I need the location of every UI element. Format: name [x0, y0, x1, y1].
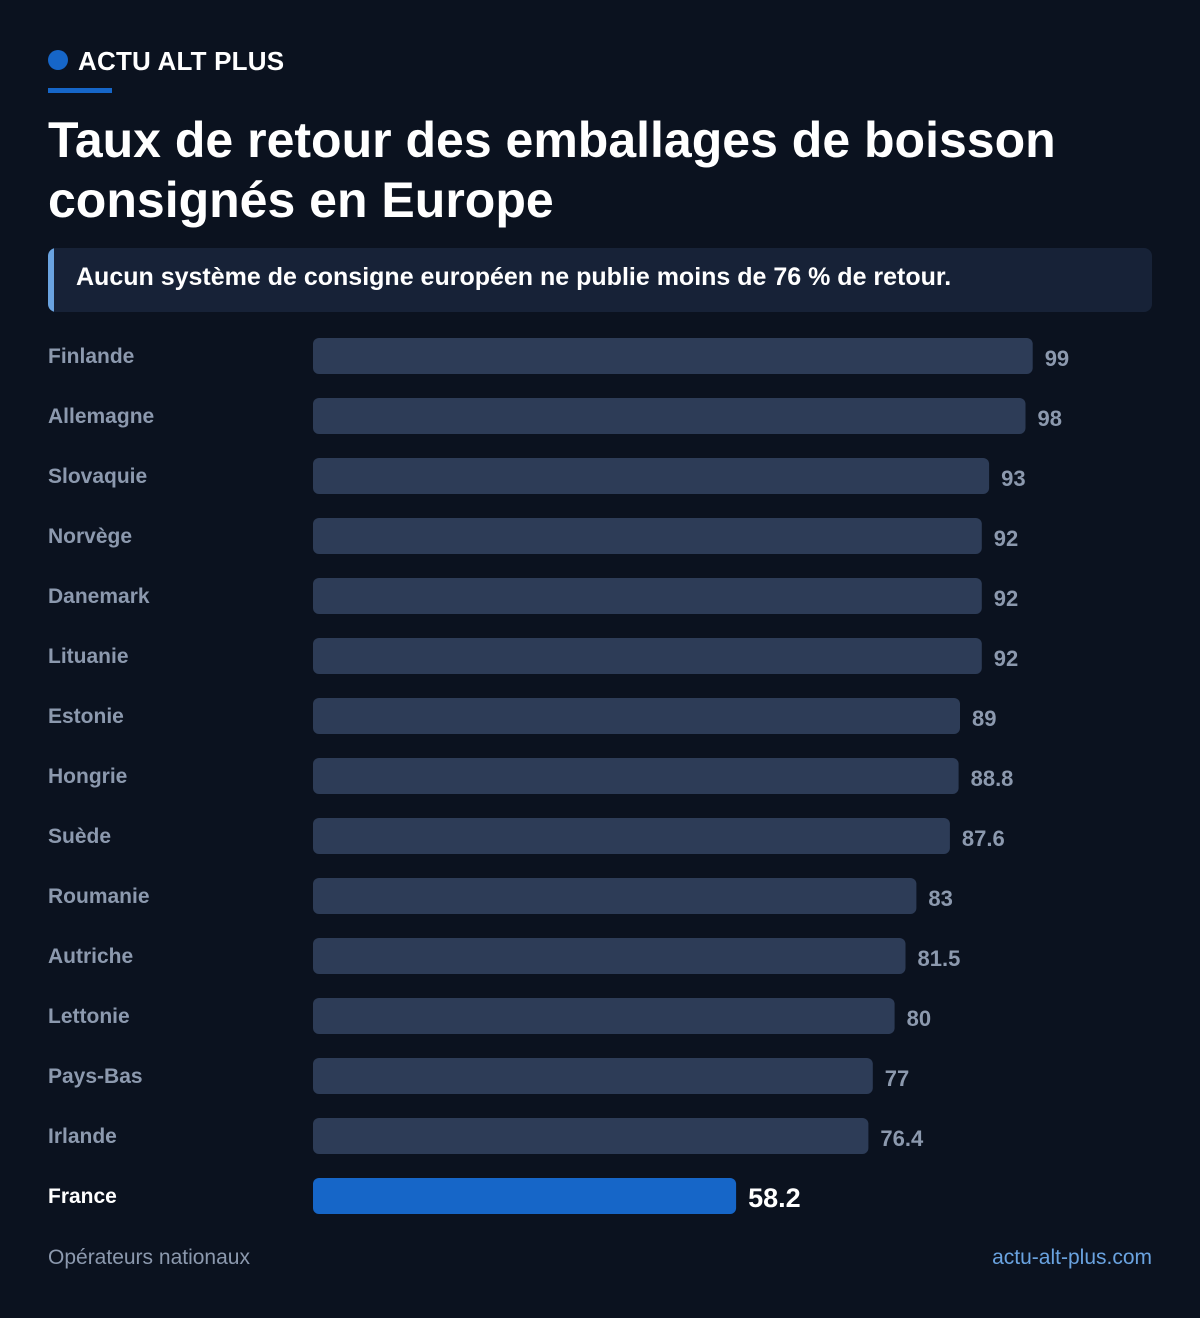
bar-row-hongrie: Hongrie 88.8 — [48, 758, 1013, 794]
value-label: 83 — [928, 886, 952, 911]
bar-row-pays-bas: Pays-Bas 77 — [48, 1058, 909, 1094]
value-label: 89 — [972, 706, 996, 731]
value-label: 58.2 — [748, 1183, 801, 1213]
bar-row-roumanie: Roumanie 83 — [48, 878, 953, 914]
bar — [313, 1118, 869, 1154]
value-label: 93 — [1001, 466, 1025, 491]
bar — [313, 338, 1033, 374]
category-label: Norvège — [48, 525, 132, 548]
callout-accent-bar — [48, 248, 54, 312]
brand-underline — [48, 88, 112, 93]
value-label: 77 — [885, 1066, 909, 1091]
bar — [313, 878, 917, 914]
category-label: Hongrie — [48, 765, 127, 788]
value-label: 92 — [994, 526, 1018, 551]
category-label: Allemagne — [48, 405, 154, 428]
chart-title: Taux de retour des emballages de boisson… — [48, 112, 1056, 228]
value-label: 98 — [1038, 406, 1062, 431]
bar — [313, 758, 959, 794]
category-label: Estonie — [48, 705, 124, 728]
category-label: Danemark — [48, 585, 150, 608]
value-label: 87.6 — [962, 826, 1005, 851]
bar-row-estonie: Estonie 89 — [48, 698, 996, 734]
category-label: Finlande — [48, 345, 134, 368]
value-label: 88.8 — [971, 766, 1014, 791]
bar — [313, 638, 982, 674]
category-label: Irlande — [48, 1125, 117, 1148]
bar-row-autriche: Autriche 81.5 — [48, 938, 960, 974]
bar — [313, 1058, 873, 1094]
bar-row-danemark: Danemark 92 — [48, 578, 1018, 614]
category-label: Lituanie — [48, 645, 129, 668]
value-label: 99 — [1045, 346, 1069, 371]
bar-row-irlande: Irlande 76.4 — [48, 1118, 924, 1154]
bar-row-lettonie: Lettonie 80 — [48, 998, 931, 1034]
value-label: 92 — [994, 646, 1018, 671]
source-note: Opérateurs nationaux — [48, 1246, 250, 1269]
value-label: 92 — [994, 586, 1018, 611]
category-label: Pays-Bas — [48, 1065, 143, 1088]
bar — [313, 398, 1026, 434]
brand: ACTU ALT PLUS — [48, 46, 284, 77]
value-label: 80 — [907, 1006, 931, 1031]
bar-row-france: France 58.2 — [48, 1178, 801, 1214]
value-label: 76.4 — [880, 1126, 924, 1151]
bar — [313, 458, 990, 494]
callout-box: Aucun système de consigne européen ne pu… — [48, 248, 1152, 312]
bar — [313, 818, 950, 854]
bar-row-allemagne: Allemagne 98 — [48, 398, 1062, 434]
brand-name: ACTU ALT PLUS — [78, 46, 285, 76]
bar — [313, 938, 906, 974]
category-label: Autriche — [48, 945, 133, 968]
category-label: France — [48, 1185, 117, 1208]
bar — [313, 698, 960, 734]
bar — [313, 578, 982, 614]
value-label: 81.5 — [918, 946, 961, 971]
bar — [313, 518, 982, 554]
category-label: Lettonie — [48, 1005, 130, 1028]
bar-row-slovaquie: Slovaquie 93 — [48, 458, 1026, 494]
bar-row-finlande: Finlande 99 — [48, 338, 1069, 374]
callout-text: Aucun système de consigne européen ne pu… — [76, 263, 952, 291]
bar — [313, 1178, 737, 1214]
bar — [313, 998, 895, 1034]
brand-dot-icon — [48, 49, 68, 70]
bar-row-norvege: Norvège 92 — [48, 518, 1018, 554]
category-label: Suède — [48, 825, 111, 848]
category-label: Roumanie — [48, 885, 150, 908]
site-link[interactable]: actu-alt-plus.com — [992, 1246, 1152, 1269]
bar-row-lituanie: Lituanie 92 — [48, 638, 1018, 674]
category-label: Slovaquie — [48, 465, 147, 488]
bar-row-suede: Suède 87.6 — [48, 818, 1005, 854]
